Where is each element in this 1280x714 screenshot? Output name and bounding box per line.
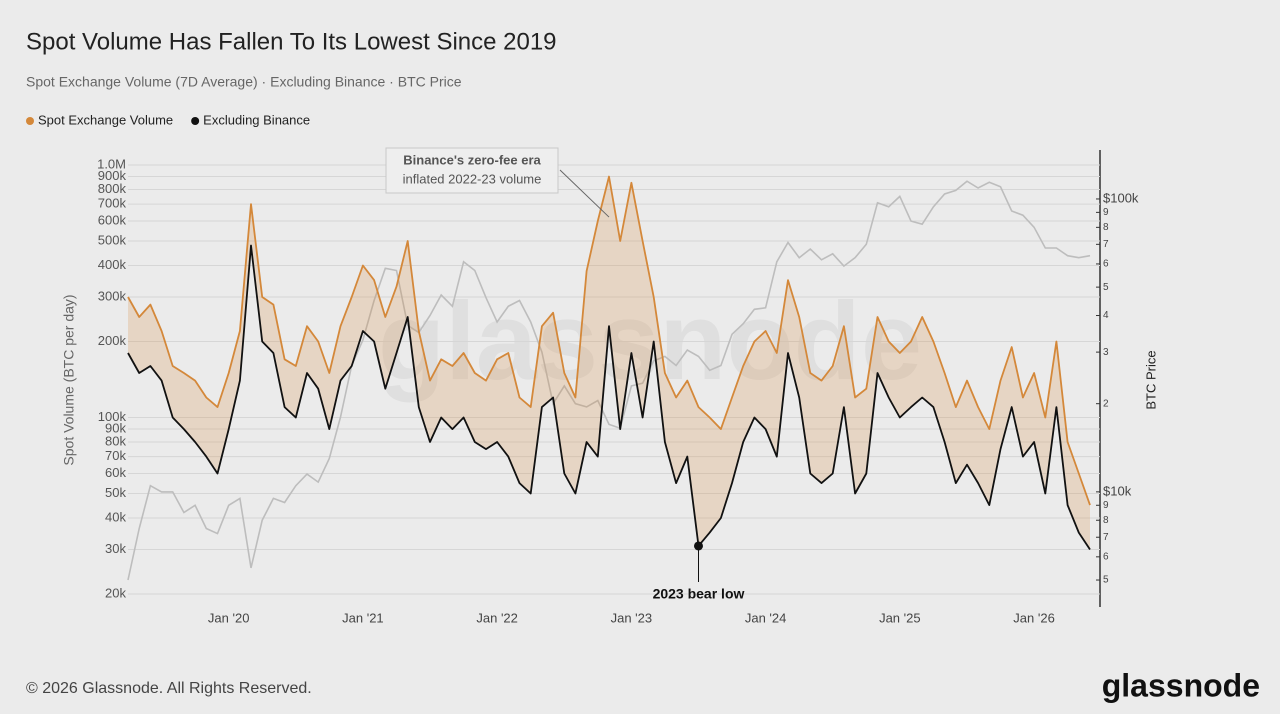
y2-tick-label: 8 (1103, 222, 1109, 233)
y-tick-label: 900k (98, 168, 127, 183)
y2-tick-label: 5 (1103, 282, 1109, 293)
y2-tick-label: 3 (1103, 347, 1109, 358)
y-axis-label: Spot Volume (BTC per day) (61, 294, 77, 465)
y-tick-label: 300k (98, 288, 127, 303)
y-tick-label: 400k (98, 257, 127, 272)
legend-label: Spot Exchange Volume (38, 112, 173, 127)
y-tick-label: 1.0M (97, 156, 126, 171)
x-tick-label: Jan '22 (476, 610, 518, 625)
x-tick-label: Jan '21 (342, 610, 384, 625)
y2-tick-label: 9 (1103, 500, 1109, 511)
annotation-text: 2023 bear low (653, 586, 745, 602)
price-line (127, 180, 1091, 581)
y-tick-label: 200k (98, 333, 127, 348)
legend-swatch (191, 117, 200, 125)
y2-tick-label: 6 (1103, 259, 1109, 270)
y2-tick-label: $100k (1103, 190, 1139, 205)
legend-label: Excluding Binance (203, 112, 310, 127)
x-tick-label: Jan '26 (1013, 610, 1055, 625)
chart-title: Spot Volume Has Fallen To Its Lowest Sin… (26, 28, 557, 55)
y-tick-label: 800k (98, 181, 127, 196)
y2-tick-label: 4 (1103, 310, 1109, 321)
series-line (127, 244, 1091, 550)
y-tick-label: 700k (98, 196, 127, 211)
chart-subtitle: Spot Exchange Volume (7D Average) · Excl… (26, 74, 462, 90)
y2-tick-label: 7 (1103, 532, 1109, 543)
y-tick-label: 60k (105, 465, 126, 480)
y-tick-label: 500k (98, 232, 127, 247)
y-tick-label: 50k (105, 485, 126, 500)
footer: © 2026 Glassnode. All Rights Reserved. (26, 680, 312, 697)
annotation-box (385, 147, 559, 194)
annotation-text: inflated 2022-23 volume (403, 171, 542, 186)
series-line (127, 175, 1091, 506)
legend-swatch (26, 117, 34, 125)
y-tick-label: 90k (105, 420, 126, 435)
x-tick-label: Jan '24 (745, 610, 787, 625)
logo: glassnode (1102, 667, 1260, 703)
annotation-text: Binance's zero-fee era (403, 152, 541, 167)
y2-tick-label: $10k (1103, 483, 1132, 498)
y2-tick-label: 9 (1103, 207, 1109, 218)
annotation-dot (693, 541, 703, 551)
y-tick-label: 20k (105, 585, 126, 600)
y-tick-label: 30k (105, 541, 126, 556)
y-tick-label: 80k (105, 433, 126, 448)
y2-tick-label: 6 (1103, 551, 1109, 562)
y2-tick-label: 8 (1103, 515, 1109, 526)
y-tick-label: 70k (105, 448, 126, 463)
y2-tick-label: 5 (1103, 575, 1109, 586)
x-tick-label: Jan '23 (611, 610, 653, 625)
y-tick-label: 100k (98, 409, 127, 424)
annotation-pointer (559, 169, 610, 218)
y2-axis-label: BTC Price (1143, 350, 1158, 409)
x-tick-label: Jan '20 (208, 610, 250, 625)
y2-tick-label: 2 (1103, 398, 1109, 409)
y2-tick-label: 7 (1103, 239, 1109, 250)
x-tick-label: Jan '25 (879, 610, 921, 625)
fill-between (128, 176, 1090, 550)
y-tick-label: 40k (105, 509, 126, 524)
y-tick-label: 600k (98, 212, 127, 227)
